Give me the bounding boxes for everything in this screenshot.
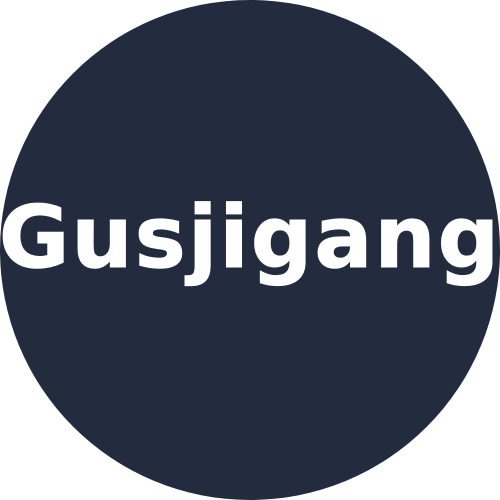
logo-wordmark: Gusjigang: [0, 188, 500, 288]
